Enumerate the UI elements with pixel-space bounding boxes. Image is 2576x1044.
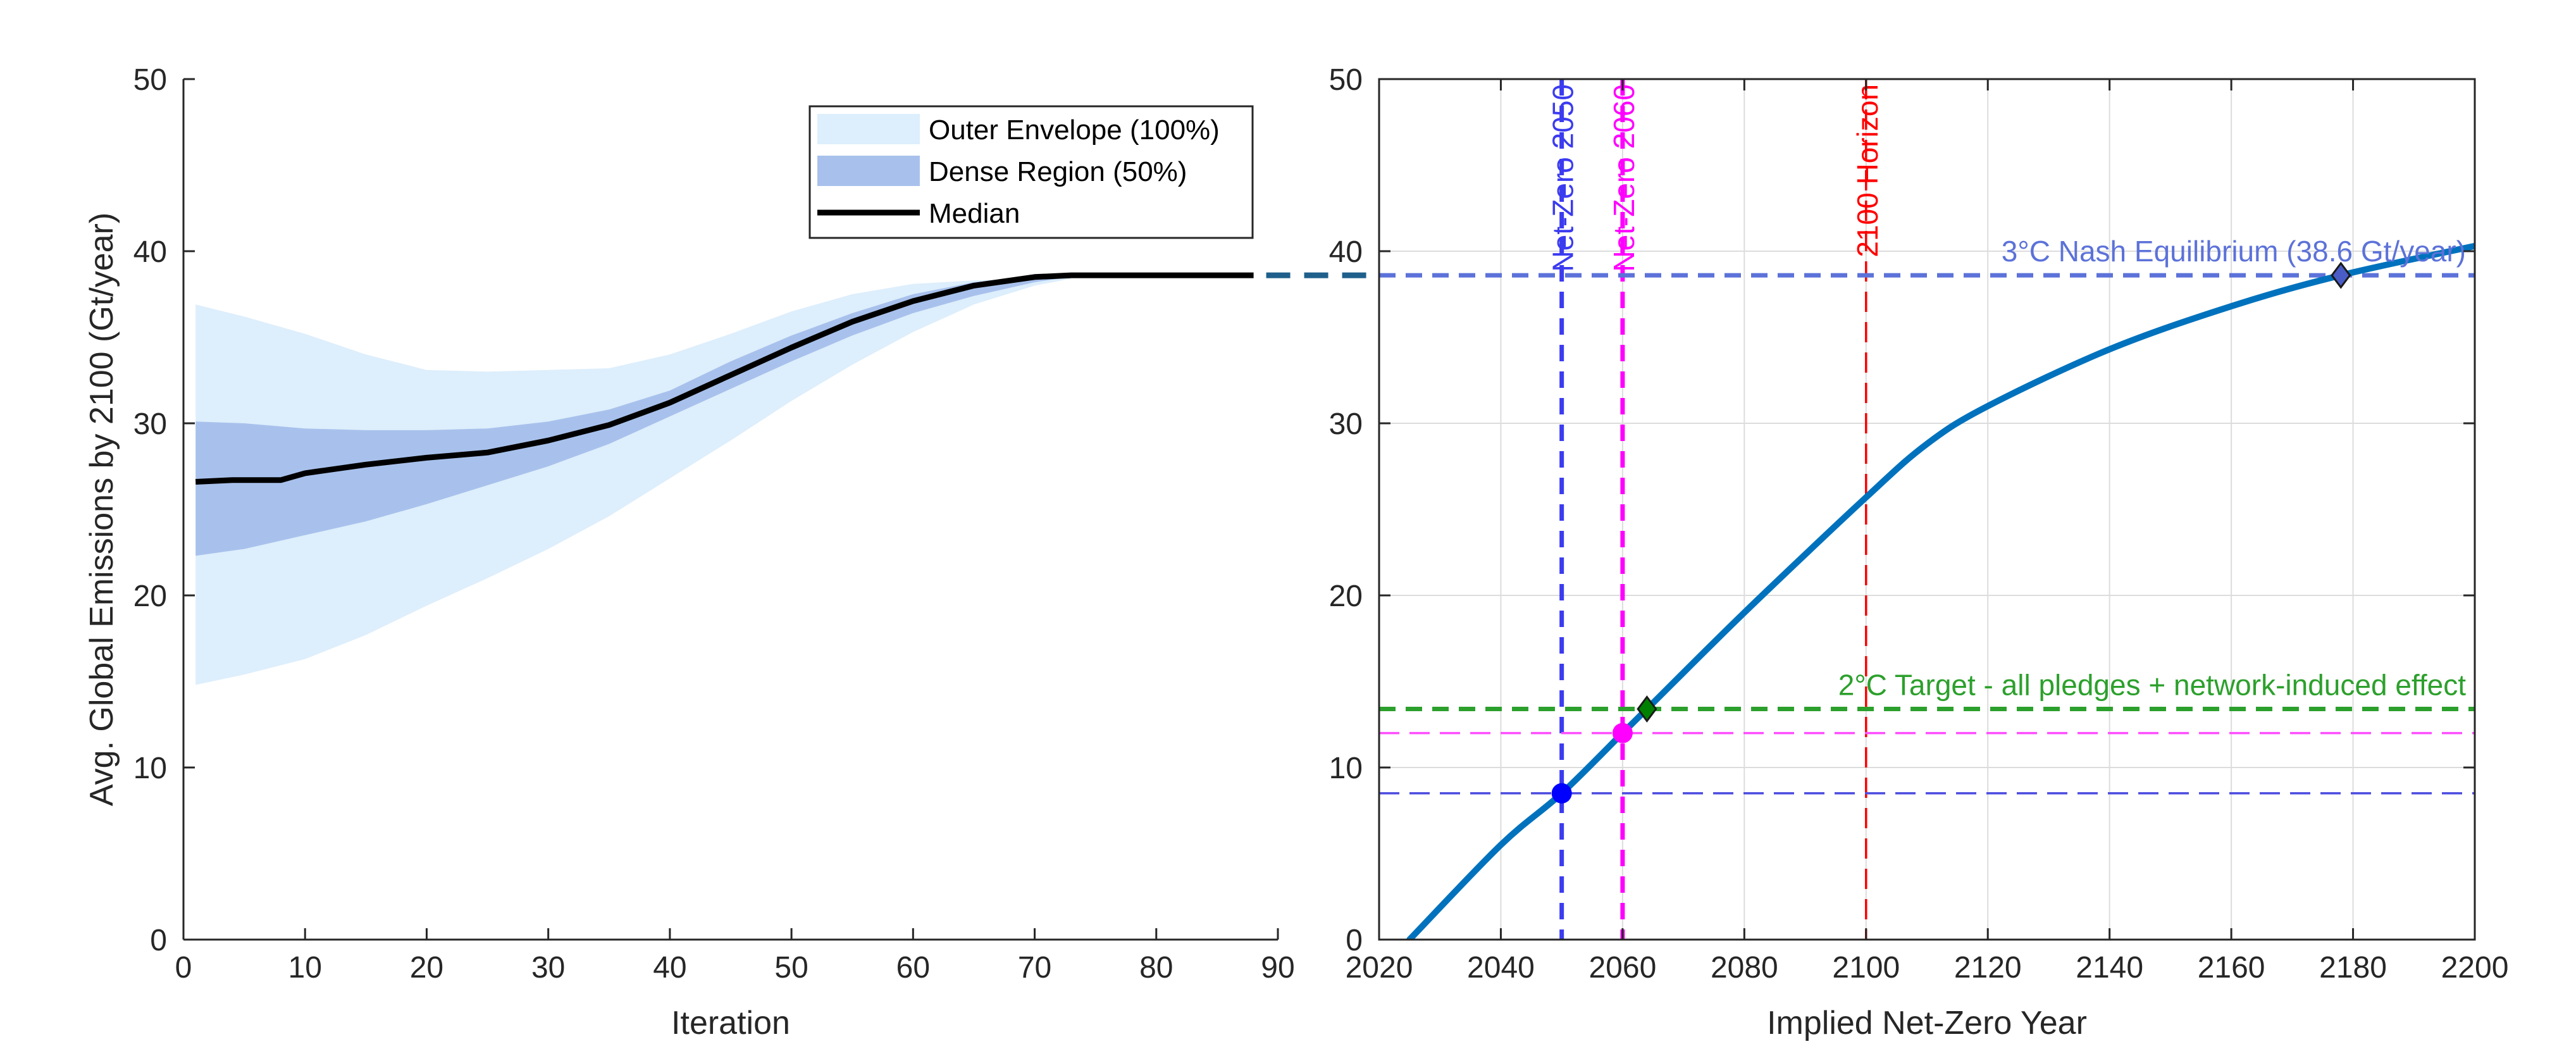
markers [1551, 261, 2351, 804]
left-x-tick-label: 50 [774, 951, 808, 985]
right-tick-labels: 2020 2040 2060 2080 2100 2120 2140 2160 2180 2200… [1329, 63, 2509, 985]
left-x-tick-label: 60 [896, 951, 930, 985]
median-line [195, 272, 1254, 485]
left-tick-labels: 0 10 20 30 40 50 60 70 80 90 0 10 20 30 40 50 [133, 63, 1295, 985]
right-axes [1378, 78, 2476, 941]
vertical-reference-label: Net-Zero 2060 [1607, 84, 1640, 272]
diamond-marker [1637, 695, 1657, 723]
right-x-tick-label: 2200 [2441, 951, 2509, 985]
right-y-tick-label: 50 [1329, 63, 1363, 97]
right-x-axis-label: Implied Net-Zero Year [1767, 1005, 2087, 1041]
right-x-tick-label: 2020 [1346, 951, 1413, 985]
left-x-tick-label: 80 [1139, 951, 1173, 985]
diamond-marker [2331, 261, 2351, 289]
legend-swatch [817, 156, 920, 186]
vertical-reference-label: 2100 Horizon [1851, 84, 1884, 258]
left-y-tick-label: 20 [133, 580, 167, 613]
right-y-tick-label: 10 [1329, 752, 1363, 785]
reference-labels: Net-Zero 2050 Net-Zero 2060 2100 Horizon 3°… [1547, 84, 2467, 702]
left-y-tick-label: 50 [133, 63, 167, 97]
right-axes-box [1378, 78, 2476, 941]
right-x-tick-label: 2080 [1711, 951, 1778, 985]
iteration-chart: 0 10 20 30 40 50 60 70 80 90 0 10 20 30 40 50 Outer Env… [133, 63, 1295, 985]
right-y-tick-label: 40 [1329, 235, 1363, 269]
net-zero-chart: Net-Zero 2050 Net-Zero 2060 2100 Horizon 3°… [1329, 63, 2509, 985]
emission-curve [1406, 242, 2475, 940]
left-x-tick-label: 90 [1261, 951, 1294, 985]
right-x-tick-label: 2120 [1954, 951, 2022, 985]
legend-label: Dense Region (50%) [929, 156, 1187, 187]
left-y-tick-label: 10 [133, 752, 167, 785]
left-y-tick-label: 30 [133, 407, 167, 441]
legend-swatch [817, 114, 920, 144]
right-y-tick-label: 20 [1329, 580, 1363, 613]
left-x-tick-label: 10 [288, 951, 322, 985]
right-x-tick-label: 2040 [1467, 951, 1535, 985]
right-x-tick-label: 2060 [1588, 951, 1656, 985]
circle-marker [1612, 723, 1633, 743]
left-x-tick-label: 0 [175, 951, 192, 985]
band-fills [195, 275, 1072, 685]
left-x-tick-label: 20 [410, 951, 443, 985]
legend-label: Median [929, 198, 1020, 229]
curve-group [1406, 242, 2475, 940]
right-y-tick-label: 0 [1346, 924, 1363, 957]
right-x-tick-label: 2140 [2076, 951, 2143, 985]
left-axes [182, 78, 1279, 941]
horizontal-reference-label: 2°C Target - all pledges + network-induc… [1838, 669, 2466, 702]
circle-marker [1551, 783, 1572, 804]
horizontal-reference-label: 3°C Nash Equilibrium (38.6 Gt/year) [2002, 235, 2466, 268]
legend-label: Outer Envelope (100%) [929, 115, 1220, 146]
left-y-tick-label: 0 [150, 924, 167, 957]
right-y-tick-label: 30 [1329, 407, 1363, 441]
left-x-tick-label: 30 [531, 951, 565, 985]
right-x-tick-label: 2100 [1832, 951, 1900, 985]
left-x-axis-label: Iteration [671, 1005, 790, 1041]
vertical-reference-label: Net-Zero 2050 [1547, 84, 1580, 272]
outer-envelope-band [195, 277, 1072, 685]
legend: Outer Envelope (100%) Dense Region (50%) M… [808, 105, 1254, 239]
median-line-group [195, 272, 1254, 485]
right-x-tick-label: 2180 [2319, 951, 2387, 985]
left-y-tick-label: 40 [133, 235, 167, 269]
right-x-tick-label: 2160 [2198, 951, 2265, 985]
left-x-tick-label: 70 [1018, 951, 1051, 985]
left-x-tick-label: 40 [653, 951, 686, 985]
left-y-axis-label: Avg. Global Emissions by 2100 (Gt/year) [84, 213, 120, 806]
